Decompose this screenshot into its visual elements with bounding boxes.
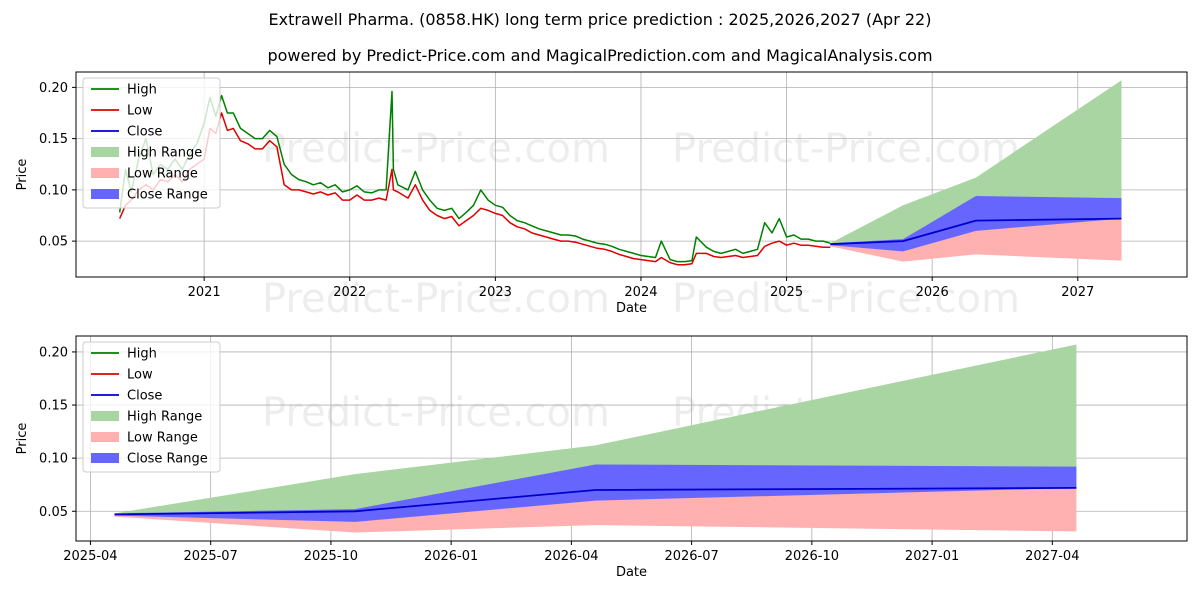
x-tick-label: 2024 bbox=[624, 285, 657, 300]
legend-swatch-close-range bbox=[91, 453, 119, 463]
legend-label-close-range: Close Range bbox=[127, 452, 208, 467]
chart-title: Extrawell Pharma. (0858.HK) long term pr… bbox=[268, 10, 932, 29]
legend-label-high: High bbox=[127, 83, 157, 98]
chart-panel-1: Predict-Price.com Predict-Price.com 2021 20… bbox=[15, 71, 1188, 316]
y-tick-label: 0.20 bbox=[39, 81, 68, 96]
x-tick-label: 2023 bbox=[479, 285, 512, 300]
chart-subtitle: powered by Predict-Price.com and Magical… bbox=[267, 46, 933, 65]
x-axis-label: Date bbox=[616, 565, 647, 580]
x-tick-label: 2021 bbox=[188, 285, 221, 300]
y-tick-label: 0.05 bbox=[39, 505, 68, 520]
watermark: Predict-Price.com bbox=[262, 390, 610, 436]
close-range-band bbox=[114, 464, 1077, 522]
chart-panel-2: Predict-Price.comPredict-Price.com2025-0… bbox=[15, 335, 1188, 580]
high-series-line bbox=[118, 90, 831, 263]
legend-label-high-range: High Range bbox=[127, 146, 202, 161]
x-tick-label: 2026 bbox=[916, 285, 949, 300]
plot-frame bbox=[75, 71, 1188, 278]
plot-area bbox=[118, 80, 1122, 266]
x-tick-label: 2026-01 bbox=[424, 549, 478, 564]
y-tick-label: 0.15 bbox=[39, 399, 68, 414]
legend-label-high-range: High Range bbox=[127, 410, 202, 425]
y-tick-label: 0.20 bbox=[39, 345, 68, 360]
close-range-band bbox=[830, 196, 1122, 252]
y-tick-label: 0.05 bbox=[39, 235, 68, 250]
x-tick-label: 2026-07 bbox=[664, 549, 718, 564]
x-tick-label: 2027-01 bbox=[905, 549, 959, 564]
legend-label-close: Close bbox=[127, 389, 162, 404]
legend-swatch-low-range bbox=[91, 432, 119, 442]
close-series-line bbox=[830, 217, 1122, 246]
y-tick-label: 0.15 bbox=[39, 132, 68, 147]
low-series-line bbox=[119, 112, 831, 266]
close-series-line bbox=[114, 487, 1077, 516]
watermark: Predict-Price.com bbox=[672, 276, 1020, 322]
legend-swatch-low-range bbox=[91, 168, 119, 178]
watermark: Predict-Price.com bbox=[262, 126, 610, 172]
x-tick-label: 2022 bbox=[333, 285, 366, 300]
y-axis-label: Price bbox=[15, 423, 30, 455]
watermark: Predict-Price.com bbox=[672, 126, 1020, 172]
legend-label-low: Low bbox=[127, 368, 153, 383]
legend-swatch-close-range bbox=[91, 189, 119, 199]
legend-swatch-high-range bbox=[91, 411, 119, 421]
legend-swatch-high-range bbox=[91, 147, 119, 157]
watermark-group: Predict-Price.com Predict-Price.com bbox=[262, 126, 1020, 172]
y-axis-label: Price bbox=[15, 159, 30, 191]
legend: High Low Close High Range Low Range Close Ran… bbox=[82, 341, 221, 473]
x-axis-label: Date bbox=[616, 301, 647, 316]
y-tick-label: 0.10 bbox=[39, 183, 68, 198]
y-tick-label: 0.10 bbox=[39, 452, 68, 467]
x-tick-label: 2025-04 bbox=[63, 549, 117, 564]
watermark: Predict-Price.com bbox=[262, 276, 610, 322]
legend-label-low-range: Low Range bbox=[127, 431, 198, 446]
legend-label-low: Low bbox=[127, 104, 153, 119]
legend-label-low-range: Low Range bbox=[127, 167, 198, 182]
legend-label-close-range: Close Range bbox=[127, 188, 208, 203]
x-tick-label: 2026-10 bbox=[785, 549, 839, 564]
x-tick-label: 2025 bbox=[770, 285, 803, 300]
legend-label-close: Close bbox=[127, 125, 162, 140]
plot-frame bbox=[75, 335, 1188, 542]
legend: High Low Close High Range Low Range Close Ran… bbox=[82, 77, 221, 209]
x-tick-label: 2027-04 bbox=[1025, 549, 1079, 564]
x-tick-label: 2026-04 bbox=[544, 549, 598, 564]
x-tick-label: 2027 bbox=[1061, 285, 1094, 300]
x-tick-label: 2025-10 bbox=[304, 549, 358, 564]
x-tick-label: 2025-07 bbox=[184, 549, 238, 564]
plot-area bbox=[114, 344, 1077, 533]
legend-label-high: High bbox=[127, 347, 157, 362]
